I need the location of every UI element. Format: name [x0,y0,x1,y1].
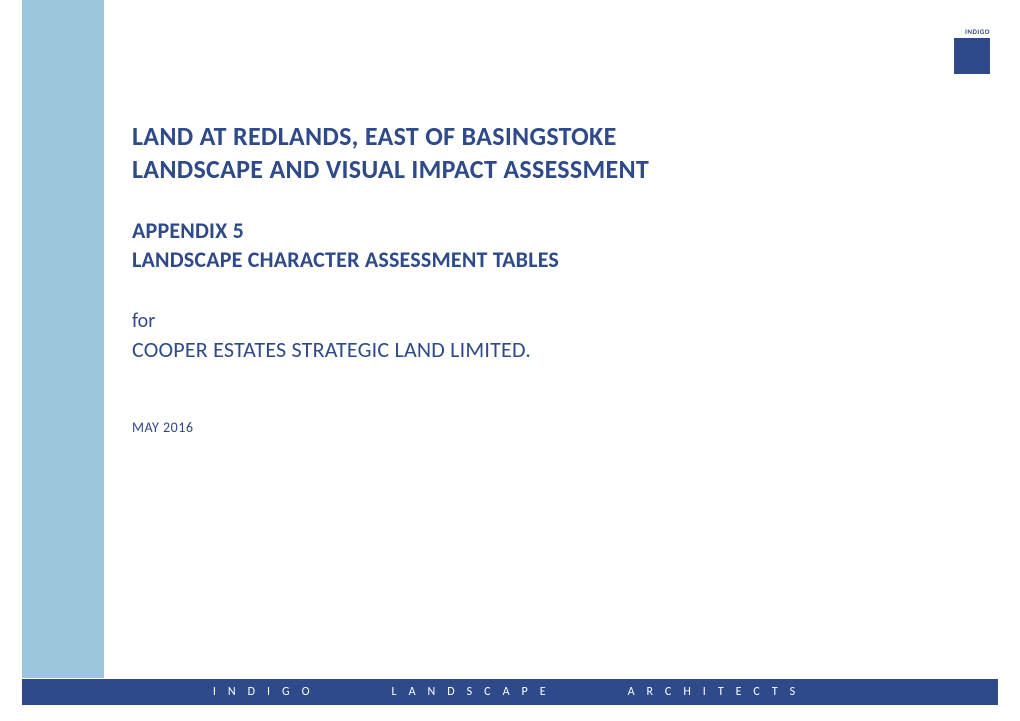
main-title-line1: LAND AT REDLANDS, EAST OF BASINGSTOKE [132,120,980,153]
appendix-line1: APPENDIX 5 [132,217,980,246]
left-sidebar-block [22,0,104,678]
main-title-line2: LANDSCAPE AND VISUAL IMPACT ASSESSMENT [132,153,980,186]
client-name: COOPER ESTATES STRATEGIC LAND LIMITED. [132,335,980,365]
footer-banner: INDIGO LANDSCAPE ARCHITECTS [22,679,998,705]
logo-square-icon [954,38,990,74]
for-label: for [132,308,980,335]
appendix-line2: LANDSCAPE CHARACTER ASSESSMENT TABLES [132,246,980,275]
logo-text: INDIGO [965,27,990,36]
document-date: MAY 2016 [132,419,980,436]
cover-page: INDIGO LAND AT REDLANDS, EAST OF BASINGS… [0,0,1020,721]
content-block: LAND AT REDLANDS, EAST OF BASINGSTOKE LA… [132,120,980,436]
footer-word-3: ARCHITECTS [628,685,808,699]
client-block: for COOPER ESTATES STRATEGIC LAND LIMITE… [132,308,980,365]
footer-word-2: LANDSCAPE [392,685,558,699]
footer-word-1: INDIGO [213,685,322,699]
appendix-block: APPENDIX 5 LANDSCAPE CHARACTER ASSESSMEN… [132,217,980,274]
